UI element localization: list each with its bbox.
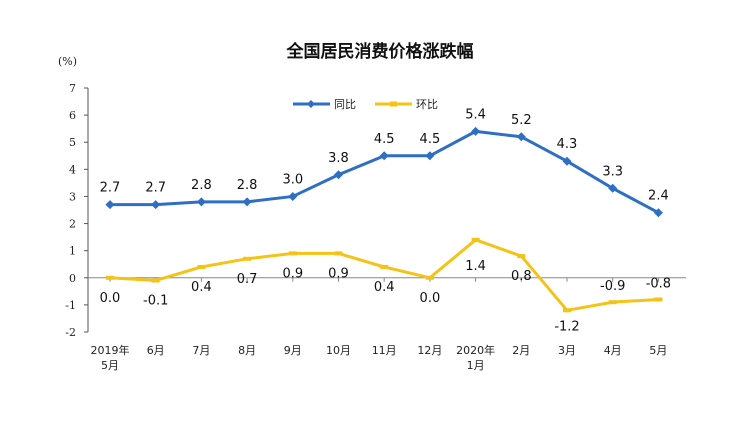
x-tick-label: 9月	[284, 344, 302, 357]
series-yoy-data-label: 2.7	[100, 181, 121, 196]
series-yoy-data-label: 3.3	[602, 164, 623, 179]
y-tick-label: 4	[69, 163, 76, 176]
series-yoy-data-label: 3.8	[328, 151, 349, 166]
series-mom-data-label: 0.9	[282, 266, 303, 281]
series-yoy-data-label: 5.4	[465, 107, 486, 122]
series-yoy-point	[288, 191, 298, 201]
series-yoy-data-label: 3.0	[282, 172, 303, 187]
x-tick-label: 2019年	[91, 343, 130, 357]
legend-yoy-marker	[307, 100, 315, 108]
series-layer: 2.7 2.7 2.8 2.8 3.0 3.8 4.5 4.5 5.4 5.2 4.3 3.3 2.4 0…	[100, 107, 671, 334]
series-mom-data-label: 0.8	[511, 269, 532, 284]
y-tick-label: 3	[69, 190, 76, 203]
series-yoy-data-label: 4.3	[557, 137, 578, 152]
series-yoy-point	[105, 200, 115, 210]
y-tick-label: 7	[69, 82, 76, 95]
x-tick-label: 5月	[101, 359, 119, 372]
series-mom-data-label: -0.9	[600, 279, 625, 294]
x-tick-label: 2020年	[456, 343, 495, 357]
series-yoy-point	[516, 132, 526, 142]
x-tick-label: 4月	[604, 344, 622, 357]
x-tick-label: 3月	[558, 344, 576, 357]
chart-title: 全国居民消费价格涨跌幅	[286, 41, 474, 62]
series-yoy-point	[562, 156, 572, 166]
series-mom-data-label: 0.7	[237, 272, 258, 287]
series-yoy-point	[379, 151, 389, 161]
series-mom-data-label: 0.9	[328, 266, 349, 281]
y-tick-label: 1	[69, 245, 76, 258]
x-tick-label: 1月	[467, 359, 485, 372]
x-tick-label: 11月	[372, 344, 397, 357]
series-mom-data-label: -1.2	[554, 319, 579, 334]
series-yoy-point	[334, 170, 343, 180]
x-tick-label: 10月	[326, 344, 351, 357]
x-tick-label: 7月	[192, 344, 210, 357]
legend-yoy-label: 同比	[334, 98, 356, 111]
y-tick-label: -2	[65, 326, 76, 339]
x-tick-label: 2月	[512, 344, 530, 357]
y-tick-label: 0	[69, 272, 76, 285]
series-yoy-point	[425, 151, 435, 161]
series-mom-data-label: 0.0	[100, 291, 121, 306]
series-mom-line	[109, 238, 659, 312]
x-tick-label: 5月	[649, 344, 667, 357]
y-tick-label: 5	[69, 136, 76, 149]
series-yoy-data-label: 2.8	[191, 178, 212, 193]
series-yoy-point	[151, 200, 161, 210]
series-mom-data-label: -0.8	[646, 276, 671, 291]
series-mom-data-label: 1.4	[465, 259, 486, 274]
series-yoy-data-label: 4.5	[374, 132, 395, 147]
series-yoy-data-label: 4.5	[420, 132, 441, 147]
axes: -2 -1 0 1 2 3 4 5 6 7 2019年 5月 6月 7月 8月 9月 10月 11月 12月 2020…	[65, 82, 686, 372]
series-yoy-point	[608, 183, 618, 193]
series-yoy-data-label: 2.8	[237, 178, 258, 193]
series-yoy-data-label: 2.4	[648, 189, 669, 204]
series-yoy-data-label: 2.7	[145, 181, 166, 196]
series-mom-data-label: 0.4	[374, 280, 395, 295]
legend: 同比 环比	[293, 98, 438, 111]
y-tick-label: 6	[69, 109, 76, 122]
series-mom-data-label: -0.1	[143, 293, 168, 308]
x-tick-label: 6月	[147, 344, 165, 357]
series-yoy-point	[196, 197, 206, 207]
series-yoy-point	[471, 126, 481, 136]
series-yoy-point	[242, 197, 252, 207]
y-unit-label: (%)	[58, 55, 77, 68]
x-tick-label: 12月	[417, 344, 442, 357]
series-mom-data-label: 0.4	[191, 280, 212, 295]
legend-mom-label: 环比	[416, 98, 438, 111]
y-tick-label: -1	[65, 299, 76, 312]
x-tick-label: 8月	[238, 344, 256, 357]
series-yoy-point	[653, 208, 663, 218]
series-yoy-data-label: 5.2	[511, 113, 532, 128]
series-mom-data-label: 0.0	[420, 291, 441, 306]
y-tick-label: 2	[69, 218, 76, 231]
